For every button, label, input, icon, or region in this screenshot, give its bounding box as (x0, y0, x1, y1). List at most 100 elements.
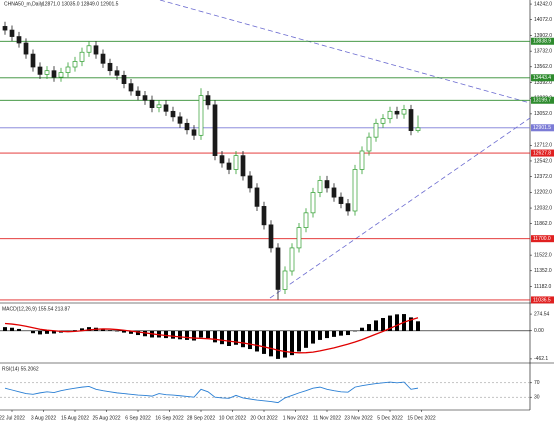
candle-body (177, 116, 183, 124)
histogram-bar (3, 327, 7, 331)
candle-body (9, 29, 15, 37)
x-tick-label: 6 Sep 2022 (125, 415, 151, 421)
candle-body (268, 224, 274, 249)
histogram-bar (185, 330, 189, 340)
y-tick-label: 11522.0 (534, 252, 552, 258)
x-tick-label: 15 Dec 2022 (407, 415, 436, 421)
histogram-bar (262, 330, 266, 354)
histogram-bar (220, 330, 224, 345)
candle-body (156, 104, 162, 108)
signal-line (4, 317, 419, 354)
level-label: 13199.7 (533, 98, 551, 104)
histogram-bar (178, 330, 182, 340)
y-tick-label: 0.00 (534, 328, 544, 334)
candle-body (359, 150, 365, 170)
histogram-bar (374, 320, 378, 331)
x-tick-label: 16 Sep 2022 (155, 415, 184, 421)
histogram-bar (360, 327, 364, 331)
chart-title: CHNA50_m,Daily (4, 1, 44, 7)
candle-body (114, 70, 120, 76)
histogram-bar (52, 330, 56, 334)
candle-body (415, 127, 421, 131)
histogram-bar (192, 330, 196, 341)
candle-body (401, 109, 407, 115)
candle-body (387, 110, 393, 120)
histogram-bar (381, 317, 385, 331)
x-tick-label: 15 Aug 2022 (61, 415, 89, 421)
candle-body (345, 203, 351, 212)
histogram-bar (206, 330, 210, 339)
x-tick-label: 3 Aug 2022 (31, 415, 57, 421)
x-tick-label: 11 Nov 2022 (313, 415, 341, 421)
x-tick-label: 28 Sep 2022 (187, 415, 216, 421)
candle-body (44, 70, 50, 75)
candle-body (310, 192, 316, 214)
candle-body (317, 180, 323, 193)
candle-body (58, 72, 64, 78)
candle-body (261, 206, 267, 226)
histogram-bar (45, 330, 49, 334)
histogram-bar (234, 330, 238, 345)
y-tick-label: 12032.0 (534, 205, 552, 211)
histogram-bar (213, 330, 217, 343)
x-tick-label: 25 Aug 2022 (92, 415, 120, 421)
histogram-bar (227, 330, 231, 346)
histogram-bar (297, 330, 301, 352)
histogram-bar (269, 330, 273, 357)
candle-body (170, 110, 176, 118)
candle-body (254, 187, 260, 207)
histogram-bar (80, 328, 84, 331)
ohlc-readout: 12871.0 13035.0 12849.0 12901.5 (42, 1, 119, 7)
level-label: 13838.9 (533, 39, 551, 45)
y-tick-label: 13052.0 (534, 111, 552, 117)
candle-body (233, 155, 239, 170)
candle-body (79, 51, 85, 62)
rsi-title: RSI(14) 55.2062 (2, 366, 39, 372)
candle-body (352, 169, 358, 212)
y-tick-label: 274.54 (534, 311, 550, 317)
candle-body (373, 122, 379, 138)
y-tick-label: 14242.0 (534, 1, 552, 7)
candle-body (86, 45, 92, 53)
y-tick-label: 12542.0 (534, 158, 552, 164)
histogram-bar (248, 330, 252, 350)
histogram-bar (388, 315, 392, 331)
candle-body (107, 62, 113, 72)
histogram-bar (311, 330, 315, 344)
histogram-bar (136, 330, 140, 336)
trend-line (159, 0, 531, 104)
level-label-box (531, 74, 554, 82)
candle-body (275, 247, 281, 290)
histogram-bar (31, 330, 35, 334)
level-label: 12901.5 (533, 125, 551, 131)
histogram-bar (73, 330, 77, 331)
histogram-bar (10, 327, 14, 331)
y-tick-label: 11862.0 (534, 221, 552, 227)
candle-body (331, 187, 337, 198)
candle-body (163, 104, 169, 112)
y-tick-label: -462.1 (534, 356, 548, 362)
level-label: 11036.5 (533, 297, 551, 303)
histogram-bar (199, 330, 203, 338)
level-label-box (531, 296, 554, 304)
candle-body (324, 180, 330, 189)
candle-body (303, 212, 309, 228)
histogram-bar (409, 317, 413, 331)
histogram-bar (241, 330, 245, 348)
level-label-box (531, 96, 554, 104)
y-tick-label: 13392.0 (534, 80, 552, 86)
candle-body (247, 175, 253, 189)
y-tick-label: 11182.0 (534, 284, 552, 290)
candle-body (16, 36, 22, 44)
histogram-bar (290, 330, 294, 356)
macd-title: MACD(12,26,9) 155.54 213.87 (2, 306, 70, 312)
candle-body (212, 104, 218, 156)
candle-body (289, 247, 295, 272)
rsi-line (4, 381, 419, 404)
histogram-bar (304, 330, 308, 348)
y-tick-label: 70 (534, 380, 540, 386)
candle-body (2, 26, 8, 31)
histogram-bar (87, 327, 91, 331)
x-tick-label: 23 Nov 2022 (344, 415, 373, 421)
